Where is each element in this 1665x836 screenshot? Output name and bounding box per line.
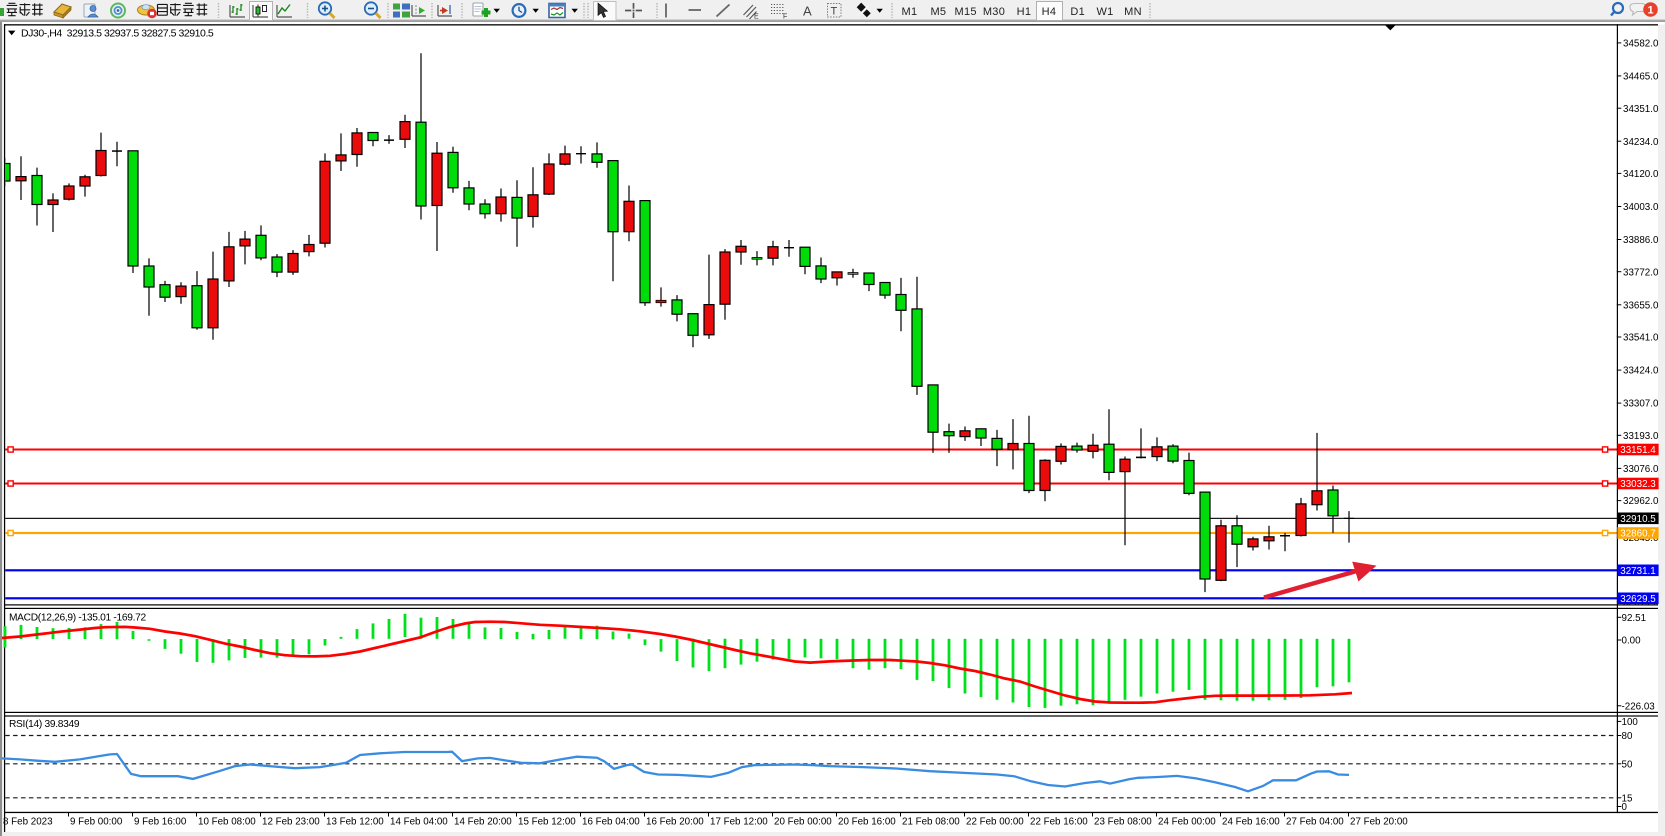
svg-text:14 Feb 04:00: 14 Feb 04:00 [390,817,448,828]
svg-text:22 Feb 00:00: 22 Feb 00:00 [966,817,1024,828]
svg-text:34582.0: 34582.0 [1623,39,1659,50]
svg-text:32910.5: 32910.5 [1620,514,1656,525]
svg-text:100: 100 [1622,717,1639,728]
svg-text:33032.3: 33032.3 [1620,479,1656,490]
svg-text:22 Feb 16:00: 22 Feb 16:00 [1030,817,1088,828]
svg-text:33541.0: 33541.0 [1623,333,1659,344]
svg-text:32731.1: 32731.1 [1620,566,1655,577]
svg-text:13 Feb 12:00: 13 Feb 12:00 [326,817,384,828]
svg-text:MACD(12,26,9) -135.01 -169.72: MACD(12,26,9) -135.01 -169.72 [9,613,146,624]
svg-text:1: 1 [1647,5,1653,17]
svg-text:M30: M30 [983,6,1005,18]
svg-text:H4: H4 [1042,6,1057,18]
svg-text:0: 0 [1622,802,1628,813]
svg-text:M5: M5 [930,6,946,18]
svg-text:33772.0: 33772.0 [1623,267,1659,278]
svg-text:15: 15 [1622,793,1633,804]
svg-text:27 Feb 04:00: 27 Feb 04:00 [1286,817,1344,828]
svg-text:24 Feb 00:00: 24 Feb 00:00 [1158,817,1216,828]
svg-text:20 Feb 16:00: 20 Feb 16:00 [838,817,896,828]
svg-text:33307.0: 33307.0 [1623,399,1659,410]
svg-text:21 Feb 08:00: 21 Feb 08:00 [902,817,960,828]
svg-text:33886.0: 33886.0 [1623,235,1659,246]
svg-text:92.51: 92.51 [1622,613,1647,624]
svg-text:DJ30-,H4 32913.5 32937.5 3282: DJ30-,H4 32913.5 32937.5 32827.5 32910.5 [21,27,214,39]
svg-text:16 Feb 20:00: 16 Feb 20:00 [646,817,704,828]
svg-text:33424.0: 33424.0 [1623,366,1659,377]
svg-text:D1: D1 [1070,6,1085,18]
svg-text:12 Feb 23:00: 12 Feb 23:00 [262,817,320,828]
svg-text:34003.0: 34003.0 [1623,202,1659,213]
svg-text:W1: W1 [1096,6,1113,18]
svg-text:-226.03: -226.03 [1622,701,1656,712]
svg-text:33193.0: 33193.0 [1623,431,1659,442]
svg-text:20 Feb 00:00: 20 Feb 00:00 [774,817,832,828]
svg-text:9 Feb 16:00: 9 Feb 16:00 [134,817,187,828]
svg-text:16 Feb 04:00: 16 Feb 04:00 [582,817,640,828]
svg-text:A: A [803,4,812,19]
svg-text:80: 80 [1622,731,1633,742]
svg-text:33076.0: 33076.0 [1623,464,1659,475]
svg-text:50: 50 [1622,759,1633,770]
svg-text:27 Feb 20:00: 27 Feb 20:00 [1350,817,1408,828]
svg-text:14 Feb 20:00: 14 Feb 20:00 [454,817,512,828]
svg-text:M15: M15 [955,6,977,18]
svg-text:F: F [783,14,787,21]
svg-text:15 Feb 12:00: 15 Feb 12:00 [518,817,576,828]
svg-text:RSI(14) 39.8349: RSI(14) 39.8349 [9,719,80,730]
svg-text:34465.0: 34465.0 [1623,72,1659,83]
svg-text:MN: MN [1124,6,1142,18]
svg-text:H1: H1 [1017,6,1032,18]
svg-text:32962.0: 32962.0 [1623,496,1659,507]
svg-text:33151.4: 33151.4 [1620,445,1656,456]
svg-text:E: E [754,14,759,21]
svg-text:34351.0: 34351.0 [1623,104,1659,115]
svg-text:24 Feb 16:00: 24 Feb 16:00 [1222,817,1280,828]
svg-text:M1: M1 [902,6,918,18]
svg-text:23 Feb 08:00: 23 Feb 08:00 [1094,817,1152,828]
svg-text:32629.5: 32629.5 [1620,594,1656,605]
svg-text:9 Feb 00:00: 9 Feb 00:00 [70,817,123,828]
svg-text:0.00: 0.00 [1622,636,1642,647]
svg-text:32860.7: 32860.7 [1620,529,1655,540]
svg-text:17 Feb 12:00: 17 Feb 12:00 [710,817,768,828]
svg-text:33655.0: 33655.0 [1623,300,1659,311]
svg-text:8 Feb 2023: 8 Feb 2023 [3,817,53,828]
svg-text:10 Feb 08:00: 10 Feb 08:00 [198,817,256,828]
svg-text:34120.0: 34120.0 [1623,169,1659,180]
svg-text:T: T [831,6,838,18]
svg-text:34234.0: 34234.0 [1623,137,1659,148]
